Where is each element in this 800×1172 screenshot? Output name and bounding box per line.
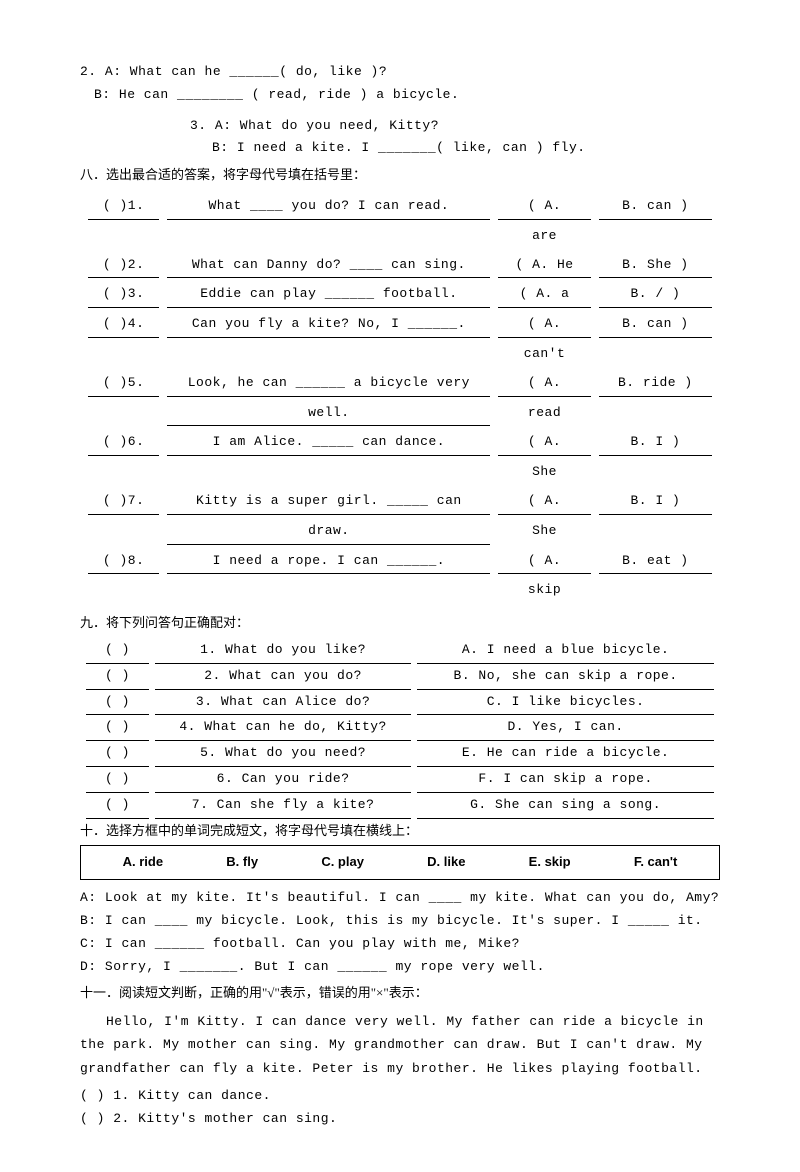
table-cell: B. She ) xyxy=(599,253,712,279)
table-cell: I need a rope. I can ______. xyxy=(167,549,490,575)
table-cell: 6. Can you ride? xyxy=(155,767,411,793)
table-cell: B. I ) xyxy=(599,430,712,456)
table-cell xyxy=(167,578,490,603)
section-8-title: 八．选出最合适的答案，将字母代号填在括号里： xyxy=(80,165,720,186)
table-cell: ( ) xyxy=(86,638,149,664)
table-cell: ( A. a xyxy=(498,282,590,308)
table-cell: ( A. xyxy=(498,312,590,338)
word-option: A. ride xyxy=(123,852,163,873)
table-cell: ( )8. xyxy=(88,549,159,575)
table-cell: B. / ) xyxy=(599,282,712,308)
section-9-title: 九．将下列问答句正确配对： xyxy=(80,613,720,634)
table-cell: What can Danny do? ____ can sing. xyxy=(167,253,490,279)
q3-line-b: B: I need a kite. I _______( like, can )… xyxy=(212,138,720,159)
dialog-line-c: C: I can ______ football. Can you play w… xyxy=(80,934,720,955)
table-cell: She xyxy=(498,519,590,545)
table-cell: ( )2. xyxy=(88,253,159,279)
q2-line-b: B: He can ________ ( read, ride ) a bicy… xyxy=(94,85,720,106)
section-10-title: 十．选择方框中的单词完成短文，将字母代号填在横线上： xyxy=(80,821,720,842)
dialog-line-a: A: Look at my kite. It's beautiful. I ca… xyxy=(80,888,720,909)
table-cell: 5. What do you need? xyxy=(155,741,411,767)
word-option: C. play xyxy=(321,852,364,873)
table-cell: ( A. xyxy=(498,489,590,515)
table-cell: D. Yes, I can. xyxy=(417,715,714,741)
table-cell: B. can ) xyxy=(599,194,712,220)
table-cell: She xyxy=(498,460,590,485)
table-cell: ( )6. xyxy=(88,430,159,456)
table-cell: F. I can skip a rope. xyxy=(417,767,714,793)
table-cell: ( )5. xyxy=(88,371,159,397)
table-cell: ( ) xyxy=(86,664,149,690)
word-option: E. skip xyxy=(529,852,571,873)
table-cell: ( ) xyxy=(86,715,149,741)
table-cell: ( )7. xyxy=(88,489,159,515)
table-8: ( )1. What ____ you do? I can read. ( A. B.… xyxy=(80,190,720,607)
table-cell: read xyxy=(498,401,590,427)
table-cell: G. She can sing a song. xyxy=(417,793,714,819)
table-cell: C. I like bicycles. xyxy=(417,690,714,716)
word-option: D. like xyxy=(427,852,465,873)
table-cell: B. eat ) xyxy=(599,549,712,575)
table-cell: ( ) xyxy=(86,741,149,767)
table-cell: 7. Can she fly a kite? xyxy=(155,793,411,819)
table-cell: I am Alice. _____ can dance. xyxy=(167,430,490,456)
table-cell: B. can ) xyxy=(599,312,712,338)
table-cell: well. xyxy=(167,401,490,427)
table-cell: draw. xyxy=(167,519,490,545)
table-cell: Can you fly a kite? No, I ______. xyxy=(167,312,490,338)
table-cell xyxy=(167,224,490,249)
table-cell: B. ride ) xyxy=(599,371,712,397)
table-9: ( )1. What do you like?A. I need a blue … xyxy=(80,638,720,819)
table-cell: ( ) xyxy=(86,767,149,793)
table-cell: ( A. xyxy=(498,371,590,397)
table-cell: 2. What can you do? xyxy=(155,664,411,690)
table-cell: Eddie can play ______ football. xyxy=(167,282,490,308)
dialog-line-d: D: Sorry, I _______. But I can ______ my… xyxy=(80,957,720,978)
word-option: F. can't xyxy=(634,852,678,873)
word-box: A. ride B. fly C. play D. like E. skip F… xyxy=(80,845,720,880)
table-cell: ( ) xyxy=(86,793,149,819)
table-cell: skip xyxy=(498,578,590,603)
table-cell xyxy=(167,460,490,485)
table-cell: are xyxy=(498,224,590,249)
table-cell: ( )3. xyxy=(88,282,159,308)
dialog-line-b: B: I can ____ my bicycle. Look, this is … xyxy=(80,911,720,932)
table-cell: B. I ) xyxy=(599,489,712,515)
table-cell: ( A. xyxy=(498,430,590,456)
table-cell: B. No, she can skip a rope. xyxy=(417,664,714,690)
table-cell: can't xyxy=(498,342,590,367)
q3-line-a: 3. A: What do you need, Kitty? xyxy=(190,116,720,137)
table-cell: 1. What do you like? xyxy=(155,638,411,664)
table-cell: ( )4. xyxy=(88,312,159,338)
table-cell: Kitty is a super girl. _____ can xyxy=(167,489,490,515)
table-cell: ( ) xyxy=(86,690,149,716)
table-cell: ( A. He xyxy=(498,253,590,279)
table-cell: ( )1. xyxy=(88,194,159,220)
word-option: B. fly xyxy=(226,852,258,873)
table-cell xyxy=(167,342,490,367)
table-cell: A. I need a blue bicycle. xyxy=(417,638,714,664)
table-cell: 3. What can Alice do? xyxy=(155,690,411,716)
table-cell: ( A. xyxy=(498,549,590,575)
passage-11: Hello, I'm Kitty. I can dance very well.… xyxy=(80,1010,720,1080)
table-cell: 4. What can he do, Kitty? xyxy=(155,715,411,741)
table-cell: Look, he can ______ a bicycle very xyxy=(167,371,490,397)
table-cell: What ____ you do? I can read. xyxy=(167,194,490,220)
judge-item: ( ) 2. Kitty's mother can sing. xyxy=(80,1109,720,1130)
judge-item: ( ) 1. Kitty can dance. xyxy=(80,1086,720,1107)
section-11-title: 十一．阅读短文判断，正确的用"√"表示，错误的用"×"表示： xyxy=(80,983,720,1004)
table-cell: E. He can ride a bicycle. xyxy=(417,741,714,767)
table-cell: ( A. xyxy=(498,194,590,220)
q2-line-a: 2. A: What can he ______( do, like )? xyxy=(80,62,720,83)
